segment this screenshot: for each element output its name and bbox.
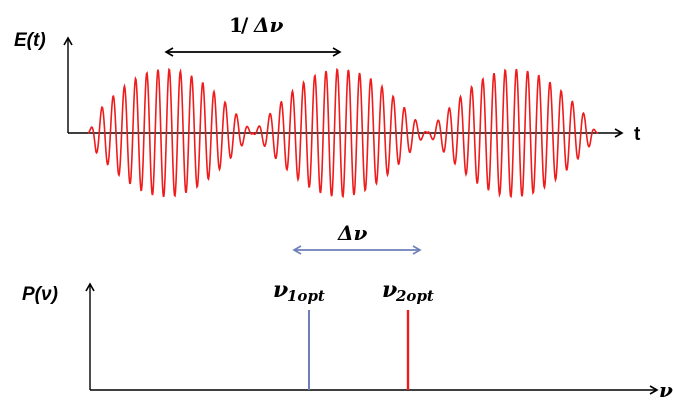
- period-label-numerator: 1: [229, 13, 243, 37]
- period-label-denominator: Δν: [253, 13, 284, 37]
- period-label: 1 / Δν: [229, 13, 284, 37]
- beat-waveform: [87, 67, 599, 199]
- line2-symbol: ν: [382, 277, 397, 303]
- top-x-axis-label: t: [634, 124, 641, 145]
- bottom-plot: P(ν) ν Δν ν 1opt ν 2opt: [22, 221, 673, 402]
- bottom-x-axis-label: ν: [659, 378, 673, 400]
- top-y-axis-label: E(t): [14, 30, 46, 51]
- period-label-slash: /: [241, 13, 249, 37]
- spectral-line-1-label: ν 1opt: [273, 277, 325, 305]
- bottom-y-axis-label: P(ν): [22, 284, 58, 305]
- line1-symbol: ν: [273, 277, 288, 303]
- line2-subscript: 2opt: [395, 287, 434, 305]
- delta-frequency-label: Δν: [337, 221, 368, 245]
- spectral-line-2-label: ν 2opt: [382, 277, 434, 305]
- line1-subscript: 1opt: [287, 287, 325, 305]
- top-plot: E(t) t 1 / Δν: [14, 13, 641, 199]
